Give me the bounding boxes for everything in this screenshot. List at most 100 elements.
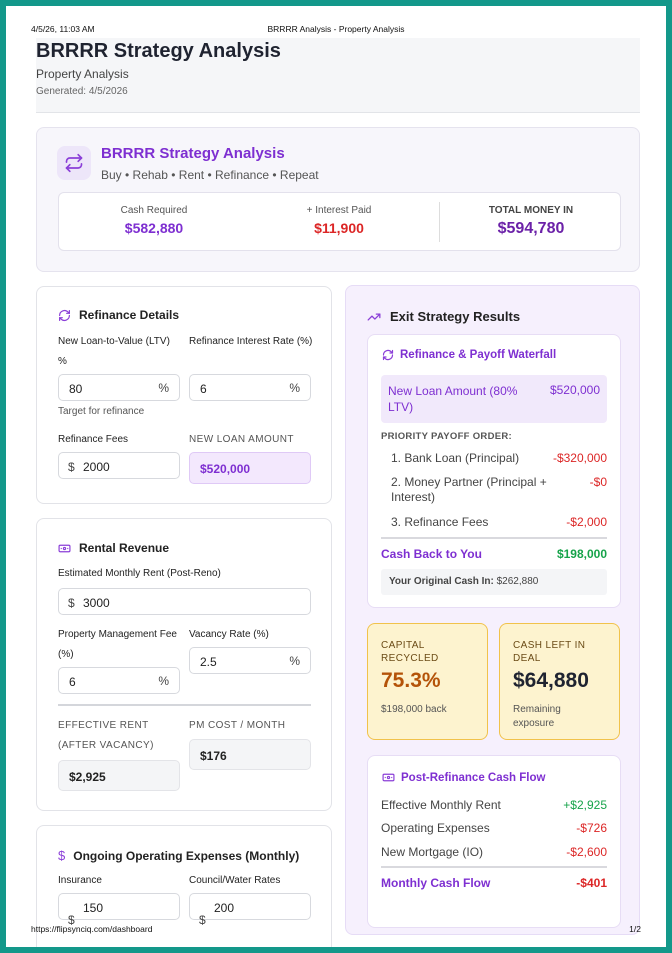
tile-sub: Remaining exposure bbox=[513, 704, 561, 729]
council-rates-input[interactable]: $ 200 bbox=[189, 893, 311, 927]
new-loan-row: New Loan Amount (80% LTV) $520,000 bbox=[381, 375, 607, 423]
cash-flow-value: -$2,600 bbox=[566, 845, 607, 859]
tile-label: CASH LEFT IN DEAL bbox=[513, 640, 586, 664]
cash-flow-value: -$726 bbox=[576, 821, 607, 835]
fees-input[interactable]: $ 2000 bbox=[58, 452, 180, 479]
panel-title-text: Exit Strategy Results bbox=[390, 309, 521, 324]
new-loan-label: NEW LOAN AMOUNT bbox=[189, 434, 294, 445]
cash-flow-value: +$2,925 bbox=[563, 798, 607, 812]
payoff-item-label: 1. Bank Loan (Principal) bbox=[391, 451, 520, 465]
refresh-icon bbox=[382, 349, 394, 361]
insurance-label: Insurance bbox=[58, 875, 102, 886]
effective-rent-value: $2,925 bbox=[58, 760, 180, 791]
dollar-prefix: $ bbox=[68, 460, 75, 474]
payoff-item: 3. Refinance Fees -$2,000 bbox=[391, 515, 607, 530]
stat-value: $582,880 bbox=[124, 220, 184, 236]
page-subtitle: Property Analysis bbox=[36, 67, 129, 81]
cash-flow-title-text: Post-Refinance Cash Flow bbox=[401, 771, 546, 784]
print-url: https://flipsynciq.com/dashboard bbox=[31, 924, 153, 934]
banknote-icon bbox=[382, 773, 395, 782]
effective-rent-label: EFFECTIVE RENT (AFTER VACANCY) bbox=[58, 720, 154, 751]
dollar-prefix: $ bbox=[68, 596, 75, 610]
card-title-text: Ongoing Operating Expenses (Monthly) bbox=[73, 848, 300, 863]
capital-recycled-tile: CAPITAL RECYCLED 75.3% $198,000 back bbox=[367, 623, 488, 740]
print-header: 4/5/26, 11:03 AM BRRRR Analysis - Proper… bbox=[31, 24, 641, 34]
cash-flow-card: Post-Refinance Cash Flow Effective Month… bbox=[367, 755, 621, 928]
cash-flow-row: New Mortgage (IO) -$2,600 bbox=[381, 845, 607, 859]
ltv-input[interactable]: 80 % bbox=[58, 374, 180, 401]
generated-date: Generated: 4/5/2026 bbox=[36, 86, 128, 97]
monthly-cash-flow-label: Monthly Cash Flow bbox=[381, 876, 491, 890]
card-title: Refinance Details bbox=[58, 308, 179, 322]
stat-divider bbox=[439, 202, 440, 242]
rate-input[interactable]: 6 % bbox=[189, 374, 311, 401]
dollar-icon: $ bbox=[58, 848, 66, 863]
new-loan-row-value: $520,000 bbox=[549, 383, 600, 397]
vacancy-input[interactable]: 2.5 % bbox=[189, 647, 311, 674]
banknote-icon bbox=[58, 544, 71, 552]
money-in-summary: Cash Required $582,880 + Interest Paid $… bbox=[58, 192, 621, 251]
page-title: BRRRR Strategy Analysis bbox=[36, 40, 281, 62]
original-cash-value: $262,880 bbox=[496, 576, 539, 587]
tile-value: 75.3% bbox=[381, 669, 441, 692]
ltv-value: 80 bbox=[69, 382, 83, 396]
waterfall-title: Refinance & Payoff Waterfall bbox=[382, 349, 556, 361]
percent-suffix: % bbox=[158, 674, 169, 688]
cash-left-tile: CASH LEFT IN DEAL $64,880 Remaining expo… bbox=[499, 623, 620, 740]
cash-flow-row: Effective Monthly Rent +$2,925 bbox=[381, 798, 607, 812]
stat-total-money-in: TOTAL MONEY IN $594,780 bbox=[440, 193, 622, 252]
print-datetime: 4/5/26, 11:03 AM bbox=[31, 24, 95, 34]
print-page: 4/5/26, 11:03 AM BRRRR Analysis - Proper… bbox=[6, 6, 666, 947]
stat-value: $11,900 bbox=[314, 220, 364, 236]
payoff-item: 1. Bank Loan (Principal) -$320,000 bbox=[391, 451, 607, 466]
original-cash-row: Your Original Cash In: $262,880 bbox=[381, 569, 607, 595]
rent-value: 3000 bbox=[83, 596, 110, 610]
stat-label: TOTAL MONEY IN bbox=[488, 205, 574, 216]
refresh-icon bbox=[59, 309, 70, 321]
print-footer: https://flipsynciq.com/dashboard 1/2 bbox=[31, 924, 641, 934]
dollar-prefix: $ bbox=[68, 913, 75, 927]
stat-label: Cash Required bbox=[120, 205, 188, 216]
exit-strategy-panel: Exit Strategy Results Refinance & Payoff… bbox=[345, 285, 640, 935]
payoff-item: 2. Money Partner (Principal + Interest) … bbox=[391, 475, 607, 505]
rate-label: Refinance Interest Rate (%) bbox=[189, 336, 313, 347]
trending-up-icon bbox=[367, 312, 381, 321]
rent-label: Estimated Monthly Rent (Post-Reno) bbox=[58, 568, 221, 579]
stat-cash-required: Cash Required $582,880 bbox=[59, 193, 249, 252]
cash-flow-title: Post-Refinance Cash Flow bbox=[382, 771, 545, 784]
payoff-item-amount: -$2,000 bbox=[566, 515, 607, 529]
cash-flow-row: Operating Expenses -$726 bbox=[381, 821, 607, 835]
card-title-text: Rental Revenue bbox=[79, 541, 170, 555]
operating-expenses-card: $ Ongoing Operating Expenses (Monthly) I… bbox=[36, 825, 332, 947]
new-loan-value: $520,000 bbox=[189, 452, 311, 484]
fees-label: Refinance Fees bbox=[58, 434, 129, 445]
rent-input[interactable]: $ 3000 bbox=[58, 588, 311, 615]
report-header: BRRRR Strategy Analysis Property Analysi… bbox=[36, 38, 640, 113]
rate-value: 6 bbox=[200, 382, 207, 396]
vacancy-label: Vacancy Rate (%) bbox=[189, 629, 269, 640]
card-title: Rental Revenue bbox=[58, 541, 169, 555]
tile-label: CAPITAL RECYCLED bbox=[381, 640, 439, 664]
percent-suffix: % bbox=[158, 381, 169, 395]
new-loan-row-label: New Loan Amount (80% LTV) bbox=[388, 384, 518, 414]
banner-title: BRRRR Strategy Analysis bbox=[101, 145, 285, 162]
council-rates-value: 200 bbox=[214, 901, 235, 915]
print-title: BRRRR Analysis - Property Analysis bbox=[267, 24, 405, 34]
monthly-cash-flow-value: -$401 bbox=[576, 876, 607, 890]
percent-suffix: % bbox=[289, 654, 300, 668]
cash-back-value: $198,000 bbox=[556, 547, 607, 561]
insurance-input[interactable]: $ 150 bbox=[58, 893, 180, 927]
cash-flow-label: New Mortgage (IO) bbox=[381, 845, 484, 859]
waterfall-card: Refinance & Payoff Waterfall New Loan Am… bbox=[367, 334, 621, 608]
ltv-label: New Loan-to-Value (LTV) % bbox=[58, 336, 170, 367]
pm-fee-input[interactable]: 6 % bbox=[58, 667, 180, 694]
repeat-arrows-icon bbox=[57, 146, 91, 180]
cash-flow-label: Operating Expenses bbox=[381, 821, 490, 835]
brrrr-banner: BRRRR Strategy Analysis Buy • Rehab • Re… bbox=[36, 127, 640, 272]
pm-cost-label: PM COST / MONTH bbox=[189, 720, 286, 731]
payoff-item-label: 3. Refinance Fees bbox=[391, 515, 489, 529]
dollar-prefix: $ bbox=[199, 913, 206, 927]
payoff-item-amount: -$0 bbox=[589, 475, 607, 489]
cash-back-label: Cash Back to You bbox=[381, 547, 482, 561]
pm-cost-value: $176 bbox=[189, 739, 311, 770]
